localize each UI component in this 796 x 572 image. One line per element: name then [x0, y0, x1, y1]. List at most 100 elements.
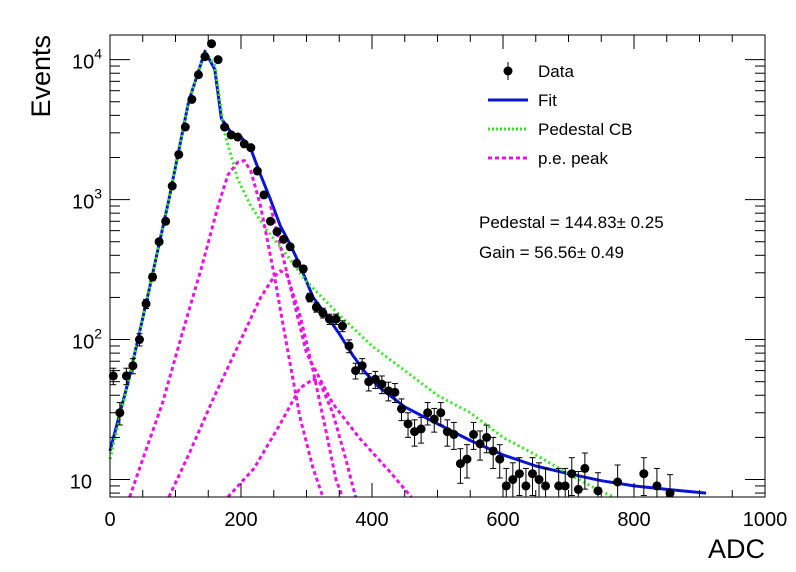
data-point: [148, 272, 158, 282]
data-marker: [252, 166, 262, 176]
data-point: [324, 313, 334, 325]
data-marker: [259, 190, 269, 200]
fit-param-text: Pedestal = 144.83± 0.25: [479, 213, 664, 232]
data-point: [455, 448, 465, 484]
data-marker: [534, 475, 544, 485]
data-point: [154, 237, 164, 247]
y-tick-label: 103: [72, 186, 102, 214]
fit-param-error: 0.49: [586, 243, 624, 262]
y-tick-label: 104: [72, 46, 102, 74]
data-marker: [429, 414, 439, 424]
data-point: [239, 139, 249, 149]
y-tick-label-exponent: 4: [94, 46, 102, 62]
legend-label: Fit: [538, 91, 557, 110]
data-point: [527, 457, 537, 497]
data-point: [233, 132, 243, 142]
data-marker: [279, 234, 289, 244]
data-point: [272, 227, 282, 237]
data-marker: [639, 469, 649, 479]
y-tick-label-base: 10: [72, 192, 94, 214]
data-marker: [187, 94, 197, 104]
data-marker: [200, 52, 210, 62]
data-marker: [554, 481, 564, 491]
fit-param-value: Gain = 56.56: [479, 243, 577, 262]
data-point: [141, 298, 151, 310]
data-point: [482, 424, 492, 454]
pedestal-cb-curve: [108, 49, 615, 499]
data-point: [396, 398, 406, 422]
data-marker: [423, 408, 433, 418]
data-marker: [527, 469, 537, 479]
data-marker: [207, 39, 217, 49]
data-point: [357, 358, 367, 375]
y-tick-label-base: 10: [72, 52, 94, 74]
data-point: [449, 421, 459, 450]
data-point: [265, 216, 275, 226]
data-marker: [652, 481, 662, 491]
data-marker: [121, 371, 131, 381]
data-point: [351, 362, 361, 380]
x-tick-label: 0: [104, 509, 115, 531]
data-marker: [318, 308, 328, 318]
data-marker: [298, 264, 308, 274]
data-points-layer: [108, 39, 675, 498]
legend-label: Data: [538, 62, 574, 81]
y-tick-label-exponent: 3: [94, 186, 102, 202]
data-point: [115, 402, 125, 426]
data-marker: [338, 321, 348, 331]
data-point: [180, 122, 190, 132]
data-marker: [521, 481, 531, 491]
data-marker: [292, 258, 302, 268]
legend-entry: Pedestal CB: [488, 120, 633, 139]
data-marker: [396, 404, 406, 414]
data-point: [134, 333, 144, 347]
data-marker: [416, 424, 426, 434]
data-marker: [462, 454, 472, 464]
plus-minus-symbol: ±: [577, 243, 586, 262]
data-marker: [567, 469, 577, 479]
y-tick-label-base: 10: [70, 472, 92, 494]
data-point: [193, 70, 203, 80]
data-point: [567, 457, 577, 497]
data-marker: [161, 216, 171, 226]
x-tick-label: 200: [224, 509, 257, 531]
data-marker: [469, 429, 479, 439]
data-marker: [495, 454, 505, 464]
fit-param-error: 0.25: [626, 213, 664, 232]
data-point: [344, 339, 354, 354]
data-point: [429, 407, 439, 433]
fit-param-value: Pedestal = 144.83: [479, 213, 617, 232]
data-point: [436, 402, 446, 426]
data-point: [220, 122, 230, 132]
y-tick-label: 102: [72, 326, 102, 354]
pe-peak-curve: [128, 159, 325, 498]
data-marker: [311, 302, 321, 312]
data-marker: [488, 446, 498, 456]
data-point: [423, 402, 433, 426]
data-marker: [141, 299, 151, 309]
data-point: [121, 367, 131, 386]
x-tick-label: 800: [617, 509, 650, 531]
data-point: [207, 39, 217, 49]
y-tick-label: 10: [70, 472, 92, 494]
data-marker: [403, 419, 413, 429]
data-point: [167, 181, 177, 191]
data-marker: [272, 227, 282, 237]
fit-param-text: Gain = 56.56± 0.49: [479, 243, 624, 262]
data-point: [187, 94, 197, 104]
data-marker: [233, 132, 243, 142]
data-marker: [331, 314, 341, 324]
data-marker: [148, 272, 158, 282]
data-marker: [357, 361, 367, 371]
data-marker: [580, 463, 590, 473]
data-marker: [475, 439, 485, 449]
pe-peak-curve: [167, 269, 344, 498]
data-point: [514, 457, 524, 497]
data-point: [298, 264, 308, 274]
data-marker: [508, 475, 518, 485]
data-point: [174, 150, 184, 160]
x-tick-label: 1000: [743, 509, 788, 531]
data-point: [370, 370, 380, 389]
